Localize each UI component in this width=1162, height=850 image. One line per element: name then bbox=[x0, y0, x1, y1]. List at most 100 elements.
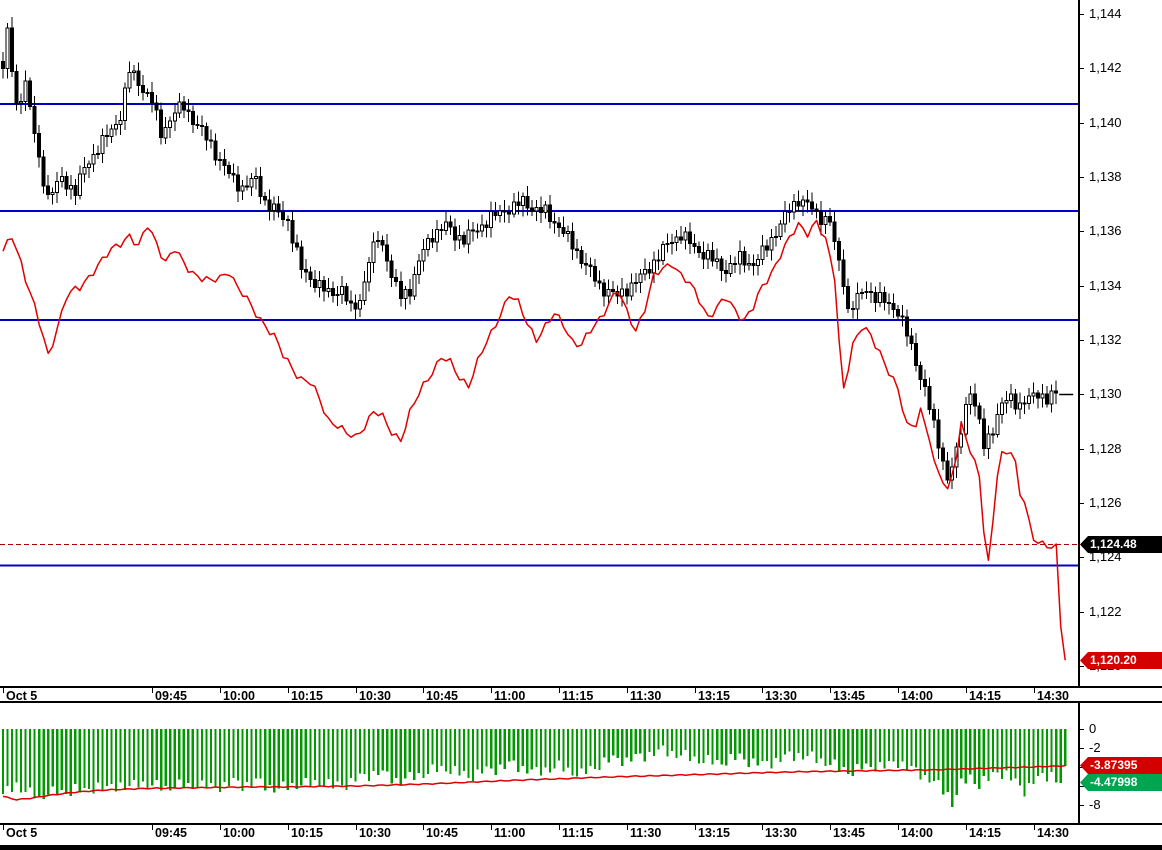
axis-tick-mark bbox=[1080, 805, 1084, 806]
time-tick-mark bbox=[830, 688, 831, 693]
time-tick-label: 14:15 bbox=[969, 689, 1001, 703]
time-tick-mark bbox=[3, 688, 4, 693]
time-tick-mark bbox=[627, 688, 628, 693]
axis-tick-label: -8 bbox=[1089, 796, 1101, 812]
axis-tick-mark bbox=[1080, 231, 1084, 232]
time-tick-mark bbox=[695, 825, 696, 830]
time-tick-label: 13:45 bbox=[833, 826, 865, 840]
axis-tick-label: 1,138 bbox=[1089, 169, 1122, 185]
axis-tick-mark bbox=[1080, 286, 1084, 287]
time-tick-label: 10:15 bbox=[291, 826, 323, 840]
time-tick-mark bbox=[559, 825, 560, 830]
axis-tick-mark bbox=[1080, 394, 1084, 395]
axis-tick-mark bbox=[1080, 177, 1084, 178]
axis-tick-label: 1,144 bbox=[1089, 6, 1122, 22]
time-tick-mark bbox=[288, 688, 289, 693]
time-tick-label: 10:15 bbox=[291, 689, 323, 703]
time-tick-label: 14:30 bbox=[1037, 826, 1069, 840]
time-tick-mark bbox=[966, 825, 967, 830]
time-tick-mark bbox=[220, 688, 221, 693]
red-line-price-tag: 1,120.20 bbox=[1080, 652, 1162, 669]
time-tick-label: 13:45 bbox=[833, 689, 865, 703]
time-tick-mark bbox=[356, 688, 357, 693]
bottom-border bbox=[0, 845, 1162, 850]
time-tick-mark bbox=[695, 688, 696, 693]
axis-tick-mark bbox=[1080, 748, 1084, 749]
axis-tick-mark bbox=[1080, 123, 1084, 124]
main-time-axis: Oct 5 09:45 10:00 10:15 10:30 10:45 11:00 11:15… bbox=[0, 686, 1162, 703]
time-tick-mark bbox=[288, 825, 289, 830]
time-tick-label: 10:00 bbox=[223, 826, 255, 840]
axis-tick-mark bbox=[1080, 68, 1084, 69]
axis-tick-mark bbox=[1080, 557, 1084, 558]
time-tick-label: 11:15 bbox=[562, 826, 594, 840]
time-tick-label: 11:00 bbox=[494, 689, 526, 703]
indicator-red-line-tag: -3.87395 bbox=[1080, 757, 1162, 774]
axis-tick-label: 1,140 bbox=[1089, 114, 1122, 130]
time-tick-label: 13:30 bbox=[765, 826, 797, 840]
axis-tick-label: 1,136 bbox=[1089, 223, 1122, 239]
time-tick-mark bbox=[3, 825, 4, 830]
time-tick-label: 10:45 bbox=[426, 826, 458, 840]
axis-tick-mark bbox=[1080, 666, 1084, 667]
axis-tick-label: 1,130 bbox=[1089, 386, 1122, 402]
axis-tick-mark bbox=[1080, 786, 1084, 787]
time-tick-label: 14:00 bbox=[901, 826, 933, 840]
time-tick-label: 10:45 bbox=[426, 689, 458, 703]
axis-tick-label: 1,134 bbox=[1089, 277, 1122, 293]
time-tick-label: 10:30 bbox=[359, 826, 391, 840]
time-tick-label: Oct 5 bbox=[6, 689, 38, 703]
time-tick-mark bbox=[898, 688, 899, 693]
time-tick-mark bbox=[220, 825, 221, 830]
axis-tick-label: 1,126 bbox=[1089, 495, 1122, 511]
axis-tick-label: -2 bbox=[1089, 740, 1101, 755]
axis-tick-label: 1,128 bbox=[1089, 440, 1122, 456]
time-tick-label: 11:30 bbox=[630, 689, 662, 703]
time-tick-label: 11:00 bbox=[494, 826, 526, 840]
time-tick-mark bbox=[423, 825, 424, 830]
axis-tick-mark bbox=[1080, 503, 1084, 504]
main-price-plot[interactable] bbox=[0, 0, 1078, 686]
time-tick-mark bbox=[898, 825, 899, 830]
indicator-plot[interactable] bbox=[0, 703, 1078, 823]
time-tick-label: 13:15 bbox=[698, 689, 730, 703]
time-tick-label: 10:30 bbox=[359, 689, 391, 703]
axis-tick-mark bbox=[1080, 14, 1084, 15]
time-tick-label: 11:30 bbox=[630, 826, 662, 840]
time-tick-mark bbox=[966, 688, 967, 693]
time-tick-label: 10:00 bbox=[223, 689, 255, 703]
time-tick-label: Oct 5 bbox=[6, 826, 38, 840]
last-price-tag: 1,124.48 bbox=[1080, 536, 1162, 553]
axis-tick-label: 0 bbox=[1089, 721, 1097, 736]
indicator-axis: -3.87395 -4.47998 0-2-4-6-8 bbox=[1078, 703, 1162, 823]
time-tick-label: 13:15 bbox=[698, 826, 730, 840]
axis-tick-label: 1,122 bbox=[1089, 603, 1122, 619]
time-tick-mark bbox=[1034, 688, 1035, 693]
axis-tick-mark bbox=[1080, 449, 1084, 450]
time-tick-mark bbox=[152, 688, 153, 693]
time-tick-mark bbox=[491, 825, 492, 830]
time-tick-mark bbox=[762, 825, 763, 830]
axis-tick-mark bbox=[1080, 340, 1084, 341]
indicator-histogram-tag: -4.47998 bbox=[1080, 774, 1162, 791]
time-tick-mark bbox=[627, 825, 628, 830]
time-tick-mark bbox=[356, 825, 357, 830]
time-tick-label: 14:30 bbox=[1037, 689, 1069, 703]
time-tick-mark bbox=[830, 825, 831, 830]
time-tick-label: 09:45 bbox=[155, 826, 187, 840]
time-tick-label: 11:15 bbox=[562, 689, 594, 703]
axis-tick-mark bbox=[1080, 612, 1084, 613]
axis-tick-label: 1,124 bbox=[1089, 549, 1122, 565]
time-tick-mark bbox=[491, 688, 492, 693]
time-tick-mark bbox=[152, 825, 153, 830]
time-tick-mark bbox=[1034, 825, 1035, 830]
time-tick-label: 14:15 bbox=[969, 826, 1001, 840]
indicator-time-axis: Oct 5 09:45 10:00 10:15 10:30 10:45 11:00 11:15… bbox=[0, 823, 1162, 845]
axis-tick-label: 1,142 bbox=[1089, 60, 1122, 76]
time-tick-mark bbox=[423, 688, 424, 693]
time-tick-label: 14:00 bbox=[901, 689, 933, 703]
time-tick-mark bbox=[559, 688, 560, 693]
time-tick-label: 09:45 bbox=[155, 689, 187, 703]
axis-tick-label: 1,132 bbox=[1089, 332, 1122, 348]
time-tick-mark bbox=[762, 688, 763, 693]
